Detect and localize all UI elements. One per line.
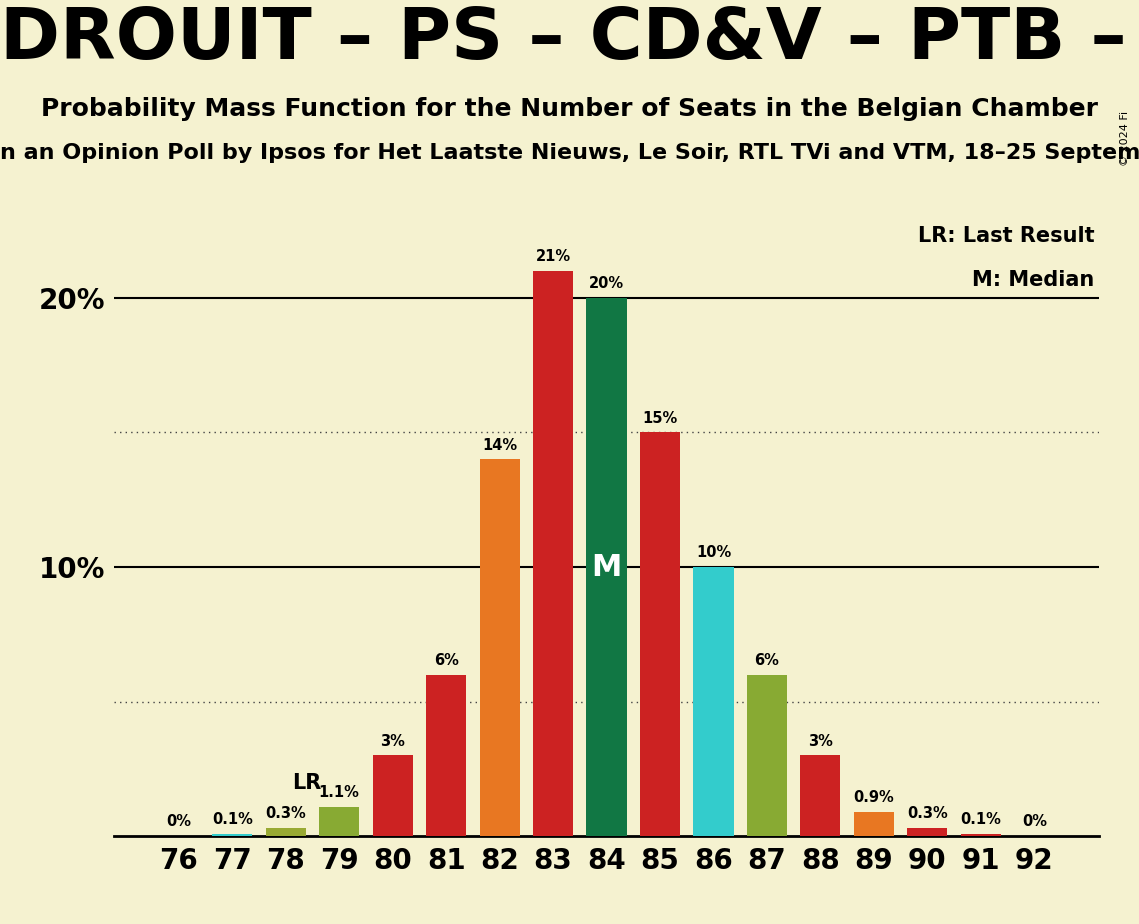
- Text: 0%: 0%: [1022, 814, 1047, 830]
- Text: 6%: 6%: [754, 653, 779, 668]
- Text: 6%: 6%: [434, 653, 459, 668]
- Bar: [801, 756, 841, 836]
- Text: 20%: 20%: [589, 276, 624, 291]
- Bar: [372, 756, 412, 836]
- Text: 1.1%: 1.1%: [319, 784, 360, 800]
- Text: 0.3%: 0.3%: [907, 807, 948, 821]
- Bar: [480, 459, 519, 836]
- Bar: [533, 271, 573, 836]
- Bar: [908, 828, 948, 836]
- Bar: [212, 833, 252, 836]
- Text: 0.3%: 0.3%: [265, 807, 306, 821]
- Text: LR: Last Result: LR: Last Result: [918, 226, 1095, 247]
- Text: 3%: 3%: [380, 734, 405, 748]
- Bar: [854, 812, 894, 836]
- Text: 14%: 14%: [482, 438, 517, 453]
- Bar: [640, 432, 680, 836]
- Text: n an Opinion Poll by Ipsos for Het Laatste Nieuws, Le Soir, RTL TVi and VTM, 18–: n an Opinion Poll by Ipsos for Het Laats…: [0, 143, 1139, 164]
- Text: M: M: [591, 553, 622, 581]
- Text: LR: LR: [293, 773, 321, 793]
- Bar: [319, 807, 359, 836]
- Text: Probability Mass Function for the Number of Seats in the Belgian Chamber: Probability Mass Function for the Number…: [41, 97, 1098, 121]
- Text: 15%: 15%: [642, 411, 678, 426]
- Text: 0.1%: 0.1%: [212, 812, 253, 827]
- Bar: [694, 567, 734, 836]
- Bar: [265, 828, 305, 836]
- Text: 3%: 3%: [808, 734, 833, 748]
- Bar: [961, 833, 1001, 836]
- Text: DROUIT – PS – CD&V – PTB – ECOLO – PVDA – LE – GRO: DROUIT – PS – CD&V – PTB – ECOLO – PVDA …: [0, 5, 1139, 74]
- Text: 21%: 21%: [535, 249, 571, 264]
- Text: © 2024 Fi: © 2024 Fi: [1121, 111, 1130, 166]
- Text: M: Median: M: Median: [972, 270, 1095, 290]
- Text: 10%: 10%: [696, 545, 731, 560]
- Bar: [747, 675, 787, 836]
- Text: 0.1%: 0.1%: [960, 812, 1001, 827]
- Text: 0.9%: 0.9%: [853, 790, 894, 805]
- Bar: [587, 298, 626, 836]
- Bar: [426, 675, 466, 836]
- Text: 0%: 0%: [166, 814, 191, 830]
